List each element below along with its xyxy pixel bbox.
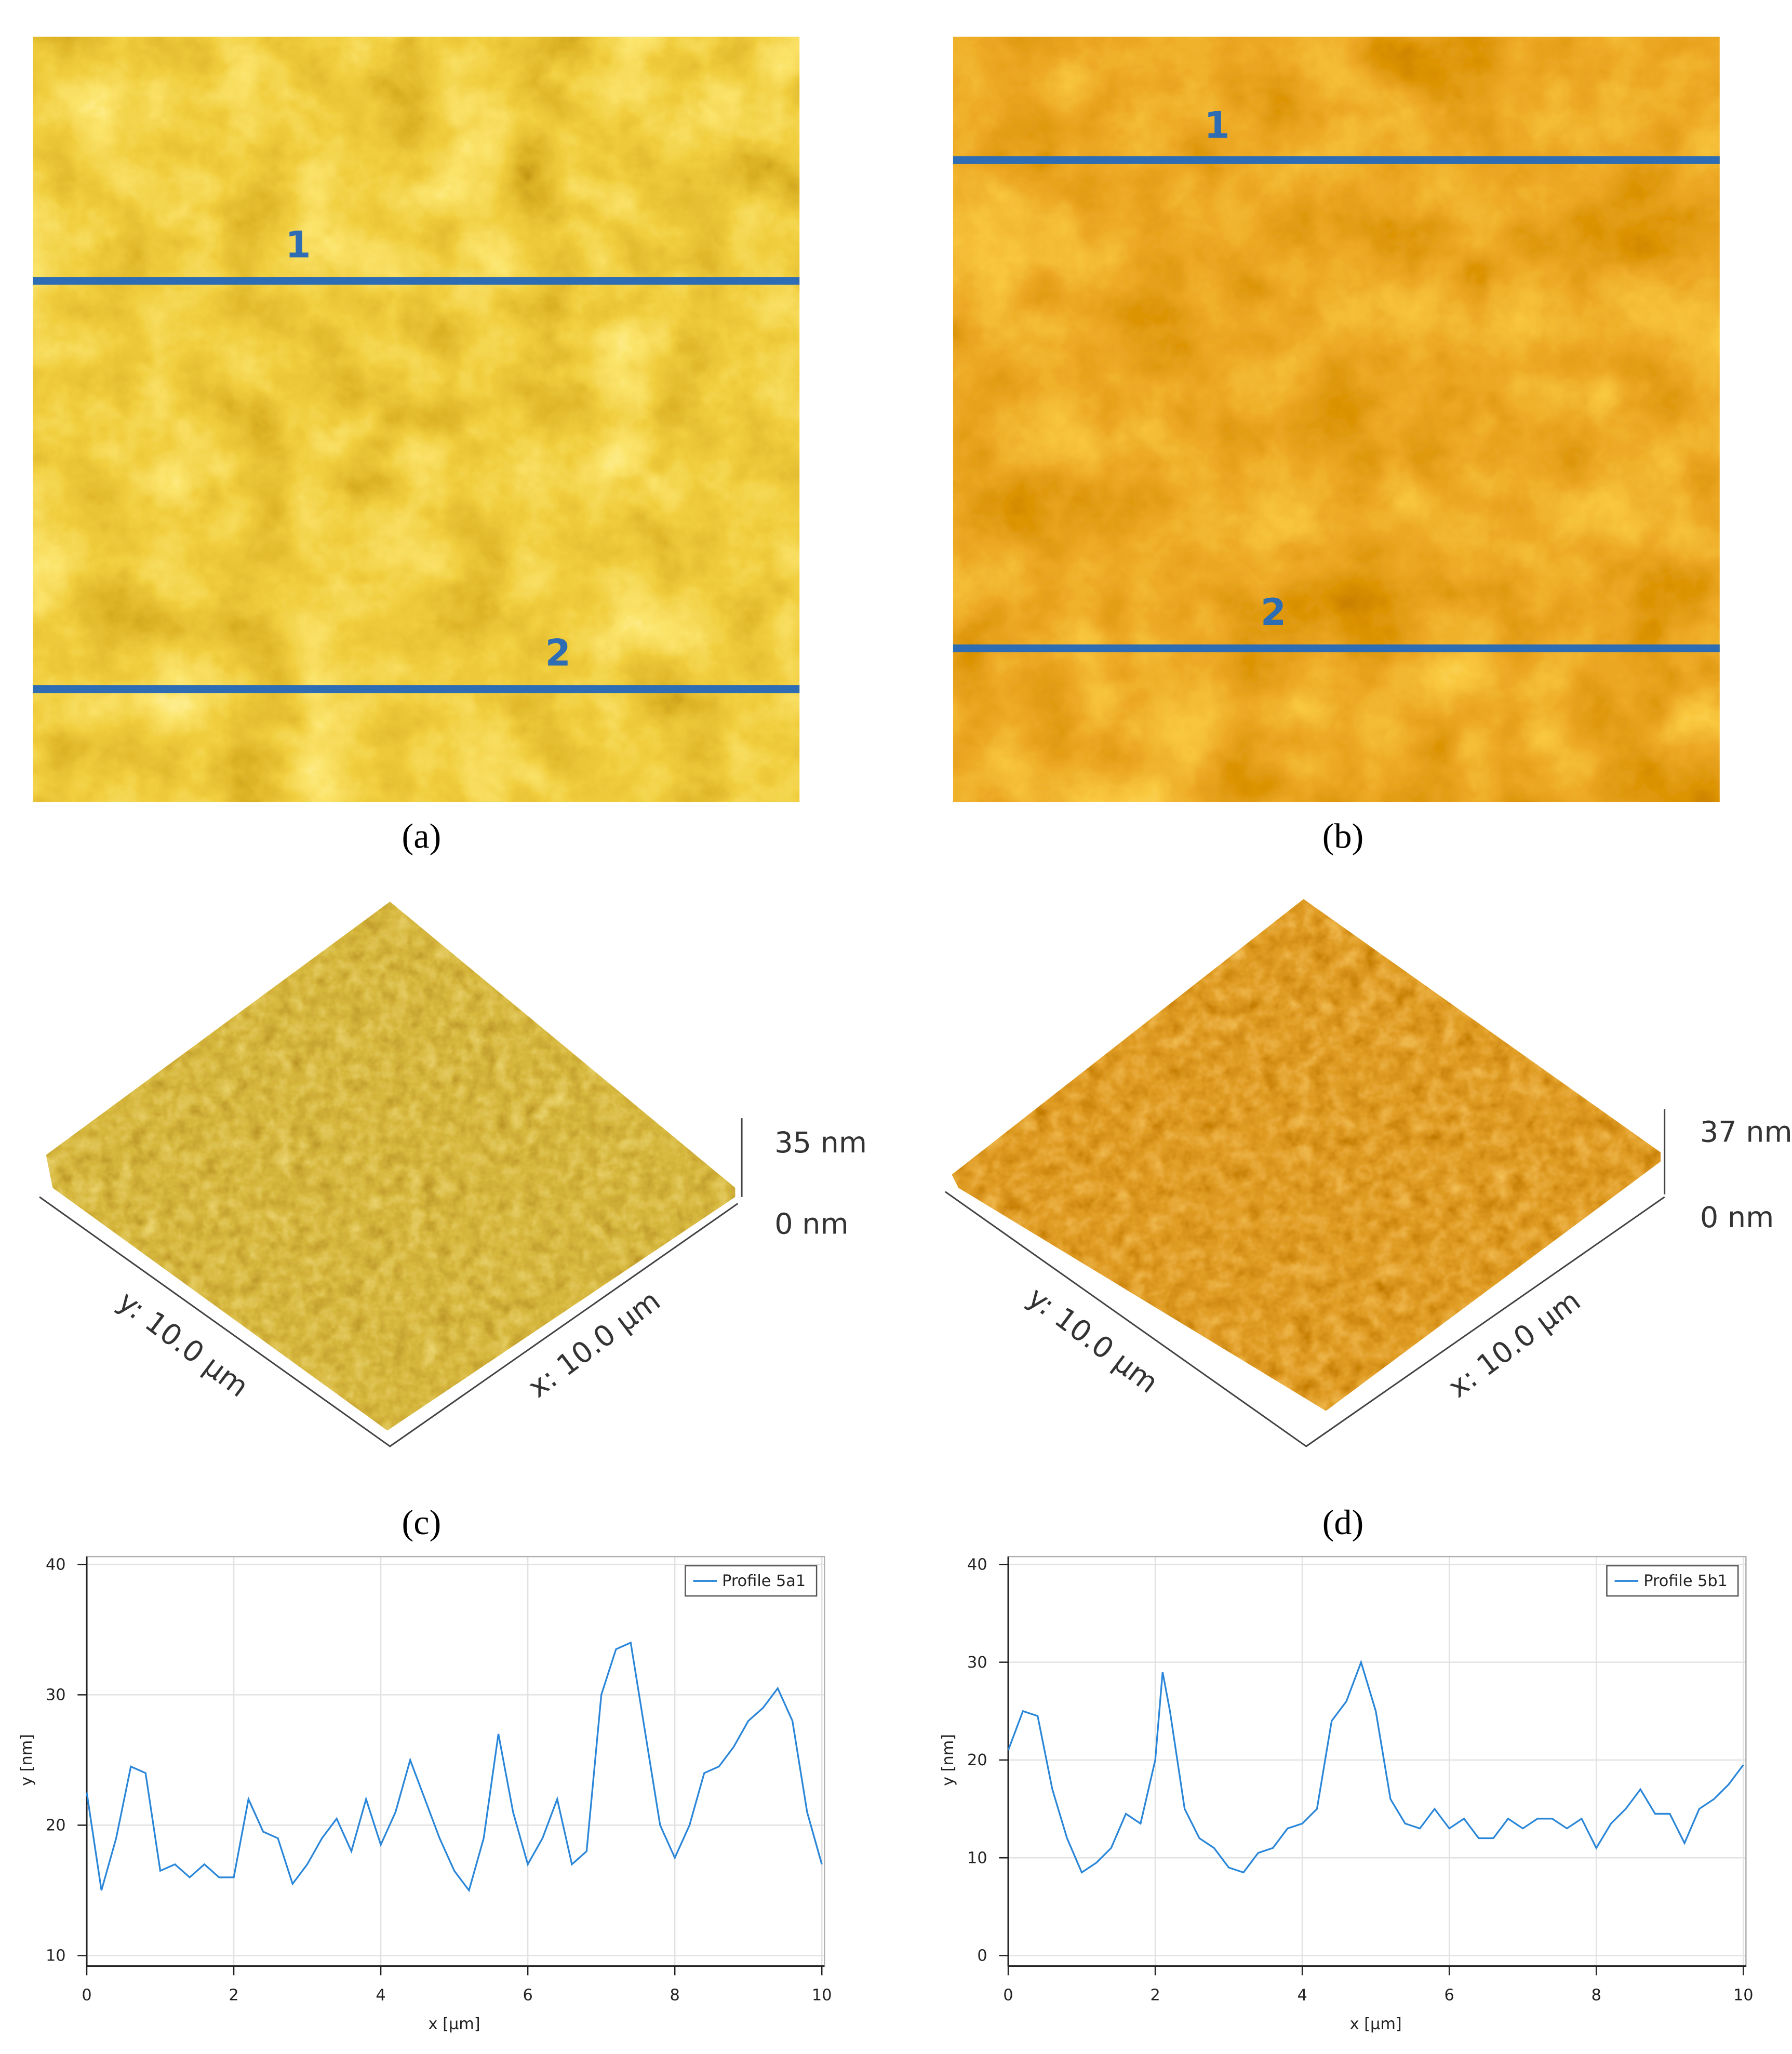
y-tick-label: 30 bbox=[46, 1686, 66, 1704]
plot-frame bbox=[1007, 1555, 1747, 1967]
legend-label: Profile 5a1 bbox=[722, 1572, 806, 1590]
y-tick-label: 20 bbox=[967, 1751, 987, 1769]
panel-label: (a) bbox=[402, 816, 442, 856]
y-tick-label: 10 bbox=[967, 1849, 987, 1867]
x-tick-label: 0 bbox=[1003, 1986, 1013, 2004]
x-tick-label: 0 bbox=[82, 1986, 91, 2004]
x-tick-label: 4 bbox=[1298, 1986, 1307, 2004]
axis-frame bbox=[39, 1196, 739, 1447]
legend-label: Profile 5b1 bbox=[1643, 1572, 1728, 1590]
x-tick-label: 8 bbox=[1592, 1986, 1601, 2004]
z-min-label: 0 nm bbox=[1700, 1201, 1774, 1234]
x-axis-title: x [µm] bbox=[1350, 2015, 1402, 2033]
profile-marker: 1 bbox=[1204, 103, 1229, 146]
profile-marker: 1 bbox=[285, 223, 311, 266]
y-tick-label: 40 bbox=[967, 1555, 987, 1574]
z-min-label: 0 nm bbox=[774, 1207, 848, 1241]
surface-3d bbox=[46, 902, 735, 1431]
y-tick-label: 0 bbox=[977, 1947, 987, 1965]
x-tick-label: 10 bbox=[1733, 1986, 1754, 2004]
profile-marker: 2 bbox=[1261, 590, 1286, 634]
y-tick-label: 40 bbox=[46, 1555, 66, 1574]
x-tick-label: 6 bbox=[1445, 1986, 1454, 2004]
profile-marker: 2 bbox=[545, 631, 571, 674]
profile-line bbox=[86, 1641, 823, 1892]
z-max-label: 35 nm bbox=[774, 1126, 867, 1160]
x-tick-label: 6 bbox=[523, 1986, 532, 2004]
x-tick-label: 10 bbox=[812, 1986, 832, 2004]
x-tick-label: 2 bbox=[1150, 1986, 1160, 2004]
y-axis-title: y [nm] bbox=[939, 1734, 957, 1786]
panel-label: (c) bbox=[402, 1502, 442, 1542]
profile-line bbox=[1007, 1659, 1744, 1874]
surface-3d bbox=[952, 899, 1661, 1411]
plot-frame bbox=[86, 1555, 825, 1967]
y-tick-label: 20 bbox=[46, 1817, 66, 1835]
panel-label: (d) bbox=[1322, 1502, 1364, 1542]
y-tick-label: 10 bbox=[46, 1947, 66, 1965]
panel-label: (b) bbox=[1322, 816, 1364, 856]
axis-frame bbox=[944, 1191, 1665, 1447]
x-tick-label: 4 bbox=[376, 1986, 385, 2004]
x-axis-title: x [µm] bbox=[429, 2015, 480, 2033]
afm-image bbox=[953, 36, 1720, 802]
z-max-label: 37 nm bbox=[1700, 1116, 1792, 1149]
y-axis-title: y [nm] bbox=[18, 1734, 36, 1786]
afm-image bbox=[33, 36, 800, 802]
x-tick-label: 2 bbox=[229, 1986, 238, 2004]
x-tick-label: 8 bbox=[670, 1986, 680, 2004]
y-tick-label: 30 bbox=[967, 1654, 987, 1672]
